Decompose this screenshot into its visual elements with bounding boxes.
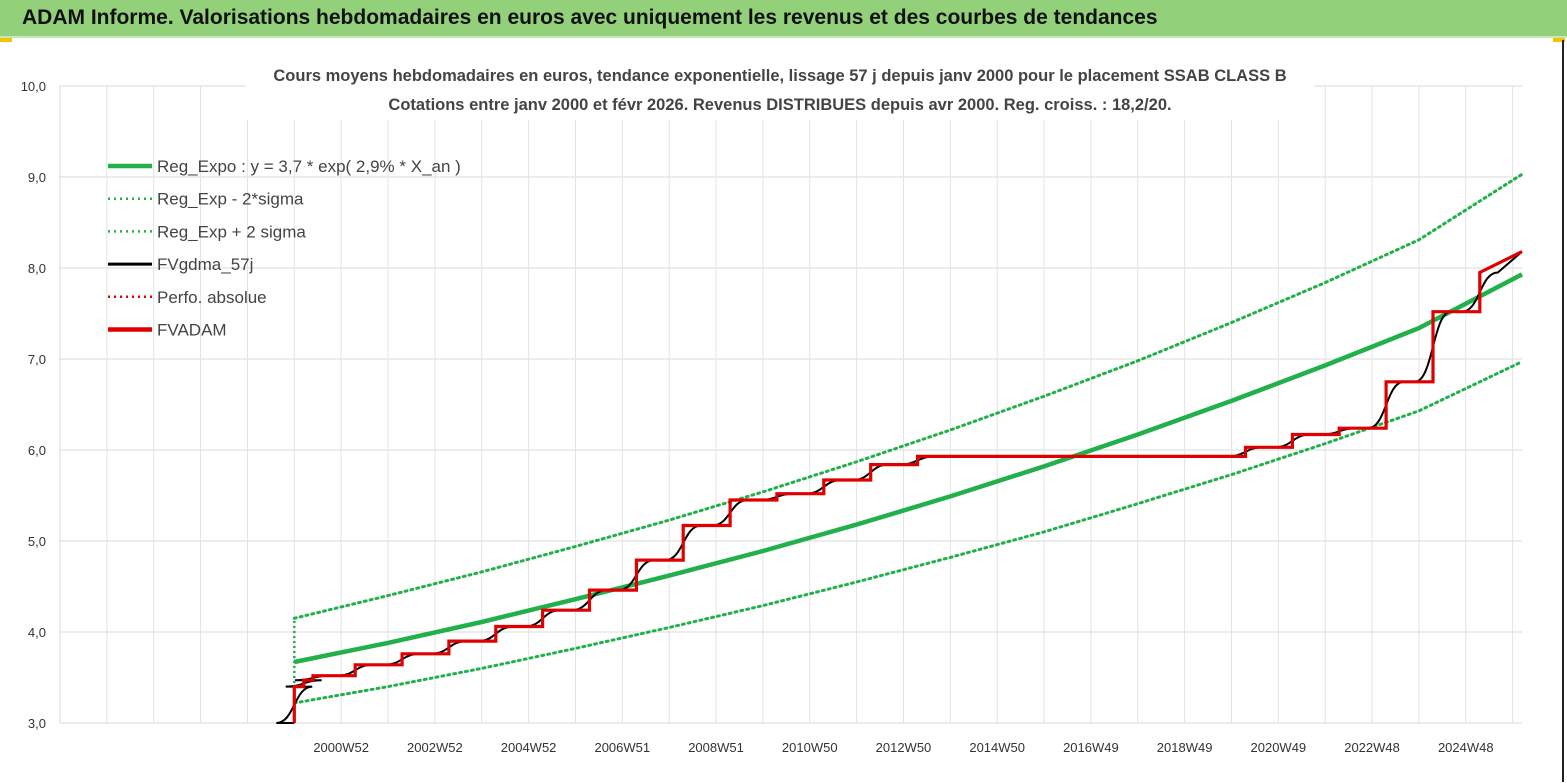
chart-title-line2: Cotations entre janv 2000 et févr 2026. … (388, 96, 1171, 114)
series-line-fvgdma-57j (276, 250, 1523, 724)
y-tick-label: 9,0 (28, 170, 46, 185)
chart-area (1, 40, 1564, 782)
legend-label-reg-exp-2-sigma: Reg_Exp - 2*sigma (157, 190, 304, 209)
series-line-reg-exp-2-sigma (292, 360, 1524, 705)
y-tick-label: 4,0 (28, 625, 46, 640)
y-tick-label: 3,0 (28, 716, 46, 731)
x-tick-label: 2018W49 (1157, 740, 1213, 755)
series-line-fvadam (292, 250, 1523, 723)
x-tick-label: 2014W50 (969, 740, 1025, 755)
x-tick-label: 2000W52 (313, 740, 369, 755)
x-tick-label: 2016W49 (1063, 740, 1119, 755)
y-tick-label: 10,0 (21, 79, 46, 94)
x-tick-label: 2006W51 (594, 740, 650, 755)
gridlines (59, 85, 1522, 724)
y-tick-label: 7,0 (28, 352, 46, 367)
series-line-reg-exp-2-sigma (292, 172, 1524, 620)
x-tick-label: 2020W49 (1251, 740, 1307, 755)
x-tick-label: 2004W52 (501, 740, 557, 755)
series-layer (276, 172, 1524, 724)
x-tick-label: 2008W51 (688, 740, 744, 755)
corner-marker-left (0, 38, 12, 42)
x-tick-label: 2002W52 (407, 740, 463, 755)
x-tick-label: 2024W48 (1438, 740, 1494, 755)
legend: Reg_Expo : y = 3,7 * exp( 2,9% * X_an ) R… (108, 157, 461, 340)
legend-label-reg-exp-2-sigma: Reg_Exp + 2 sigma (157, 222, 306, 241)
legend-label-reg-expo-y-3-7-exp-2-9-x-an: Reg_Expo : y = 3,7 * exp( 2,9% * X_an ) (157, 157, 461, 176)
x-tick-label: 2022W48 (1344, 740, 1400, 755)
legend-label-perfo-absolue: Perfo. absolue (157, 288, 267, 307)
title-backdrop (246, 58, 1314, 120)
x-tick-label: 2010W50 (782, 740, 838, 755)
y-tick-label: 8,0 (28, 261, 46, 276)
y-tick-label: 6,0 (28, 443, 46, 458)
x-tick-label: 2012W50 (876, 740, 932, 755)
x-axis-ticks: 2000W52 2002W52 2004W52 2006W51 2008W51 2010W… (313, 740, 1493, 755)
y-tick-label: 5,0 (28, 534, 46, 549)
header-banner: ADAM Informe. Valorisations hebdomadaire… (0, 0, 1567, 38)
y-axis-ticks: 3,0 4,0 5,0 6,0 7,0 8,0 9,0 10,0 (21, 79, 46, 731)
legend-label-fvadam: FVADAM (157, 321, 227, 340)
corner-marker-right (1553, 38, 1565, 42)
report-title: ADAM Informe. Valorisations hebdomadaire… (22, 6, 1158, 29)
chart-title-line1: Cours moyens hebdomadaires en euros, ten… (273, 67, 1286, 85)
series-line-reg-expo-y-3-7-exp-2-9-x-an (293, 272, 1524, 665)
legend-label-fvgdma-57j: FVgdma_57j (157, 255, 253, 274)
